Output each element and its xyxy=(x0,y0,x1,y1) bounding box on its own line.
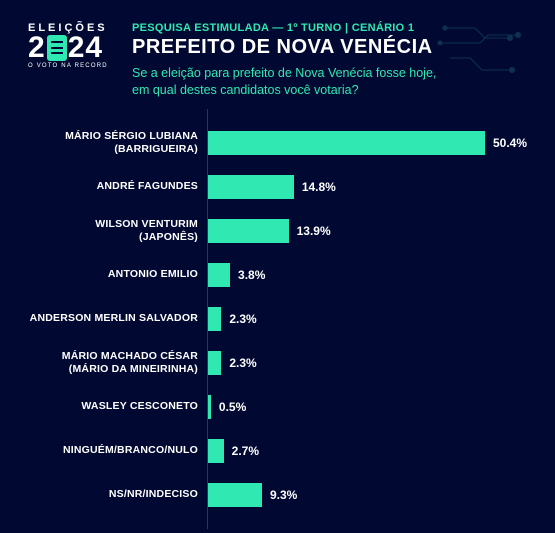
bar-value: 13.9% xyxy=(297,224,331,238)
bar xyxy=(208,307,221,331)
circuit-decoration xyxy=(435,8,545,88)
bar xyxy=(208,483,262,507)
ballot-icon xyxy=(47,35,67,61)
candidate-label: MÁRIO MACHADO CÉSAR(MÁRIO DA MINEIRINHA) xyxy=(28,350,208,376)
candidate-label: NINGUÉM/BRANCO/NULO xyxy=(28,444,208,457)
bar-container: 2.7% xyxy=(208,439,527,463)
candidate-label: MÁRIO SÉRGIO LUBIANA(BARRIGUEIRA) xyxy=(28,130,208,156)
bar-value: 9.3% xyxy=(270,488,297,502)
logo-year-right: 24 xyxy=(68,34,103,61)
bar-container: 50.4% xyxy=(208,131,527,155)
bar xyxy=(208,175,294,199)
bar-container: 2.3% xyxy=(208,351,527,375)
candidate-label: ANDERSON MERLIN SALVADOR xyxy=(28,312,208,325)
bar-value: 2.3% xyxy=(229,312,256,326)
bar-value: 2.7% xyxy=(232,444,259,458)
bar xyxy=(208,439,224,463)
bar xyxy=(208,219,289,243)
bar-container: 2.3% xyxy=(208,307,527,331)
chart-row: NINGUÉM/BRANCO/NULO 2.7% xyxy=(28,435,527,467)
chart-row: WILSON VENTURIM(JAPONÊS) 13.9% xyxy=(28,215,527,247)
candidate-label: ANTONIO EMILIO xyxy=(28,268,208,281)
question-line-2: em qual destes candidatos você votaria? xyxy=(132,83,359,97)
chart-row: ANTONIO EMILIO 3.8% xyxy=(28,259,527,291)
bar-value: 50.4% xyxy=(493,136,527,150)
bar-value: 3.8% xyxy=(238,268,265,282)
candidate-label: WILSON VENTURIM(JAPONÊS) xyxy=(28,218,208,244)
bar-value: 0.5% xyxy=(219,400,246,414)
candidate-label: WASLEY CESCONETO xyxy=(28,400,208,413)
question-line-1: Se a eleição para prefeito de Nova Venéc… xyxy=(132,66,436,80)
chart-row: WASLEY CESCONETO 0.5% xyxy=(28,391,527,423)
bar-container: 3.8% xyxy=(208,263,527,287)
bar-container: 9.3% xyxy=(208,483,527,507)
chart-row: MÁRIO SÉRGIO LUBIANA(BARRIGUEIRA) 50.4% xyxy=(28,127,527,159)
bar xyxy=(208,395,211,419)
logo-year: 2 24 xyxy=(28,34,114,61)
logo-year-left: 2 xyxy=(28,34,46,61)
chart-row: ANDERSON MERLIN SALVADOR 2.3% xyxy=(28,303,527,335)
bar-container: 13.9% xyxy=(208,219,527,243)
bar xyxy=(208,263,230,287)
bar-container: 14.8% xyxy=(208,175,527,199)
bar-value: 2.3% xyxy=(229,356,256,370)
bar-container: 0.5% xyxy=(208,395,527,419)
logo-sub: O VOTO NA RECORD xyxy=(28,63,114,69)
candidate-label: ANDRÉ FAGUNDES xyxy=(28,180,208,193)
poll-chart: MÁRIO SÉRGIO LUBIANA(BARRIGUEIRA) 50.4% AN… xyxy=(0,109,555,533)
chart-row: MÁRIO MACHADO CÉSAR(MÁRIO DA MINEIRINHA)… xyxy=(28,347,527,379)
chart-row: NS/NR/INDECISO 9.3% xyxy=(28,479,527,511)
chart-row: ANDRÉ FAGUNDES 14.8% xyxy=(28,171,527,203)
logo: ELEIÇÕES 224 O VOTO NA RECORD xyxy=(28,22,114,99)
bar xyxy=(208,131,485,155)
bar-value: 14.8% xyxy=(302,180,336,194)
candidate-label: NS/NR/INDECISO xyxy=(28,488,208,501)
bar xyxy=(208,351,221,375)
